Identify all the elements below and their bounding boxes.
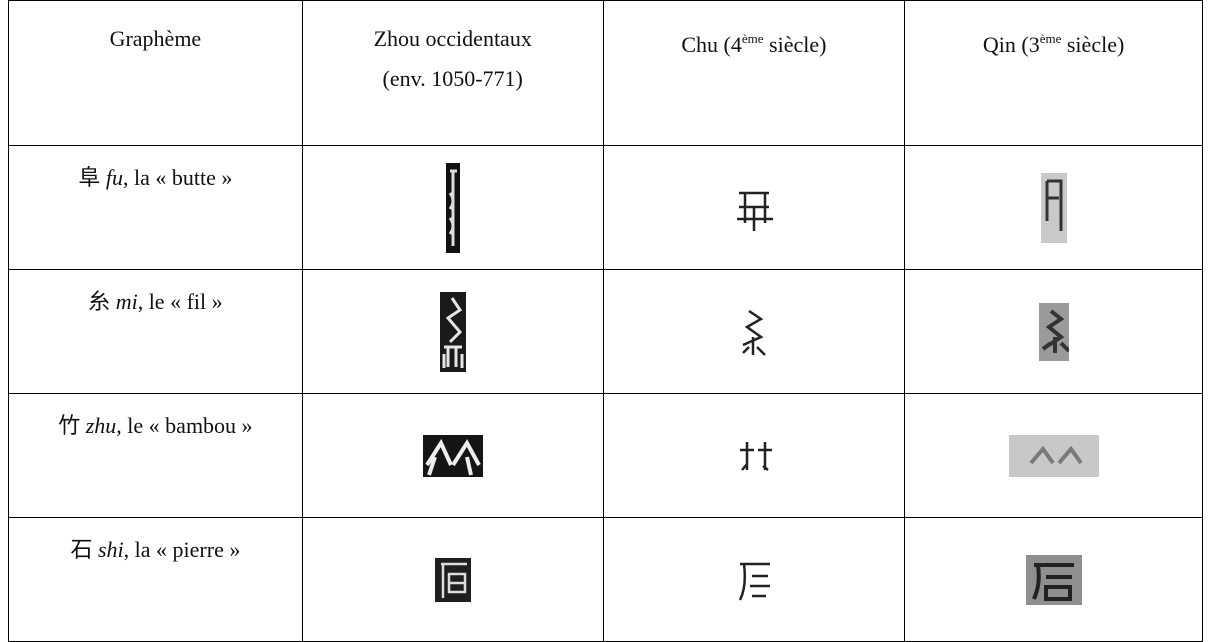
glyph-image bbox=[439, 291, 466, 372]
glyph-cell bbox=[301, 269, 604, 394]
header-cell: Qin (3ème siècle) bbox=[904, 0, 1203, 146]
header-text: siècle) bbox=[1061, 32, 1125, 57]
glyph-cell bbox=[602, 145, 906, 270]
graph-cell: 石 shi, la « pierre » bbox=[8, 517, 303, 642]
glyph-cell bbox=[301, 517, 604, 642]
glyph-image bbox=[1040, 172, 1067, 243]
glyph-cell bbox=[301, 145, 604, 270]
graph-cell: 竹 zhu, le « bambou » bbox=[8, 393, 303, 518]
hanzi: 糸 bbox=[88, 289, 111, 314]
header-text: Graphème bbox=[109, 26, 202, 51]
gloss: , le « fil » bbox=[137, 289, 223, 314]
glyph-cell bbox=[904, 393, 1203, 518]
header-text: siècle) bbox=[763, 32, 827, 57]
glyph-cell bbox=[602, 517, 906, 642]
glyph-cell bbox=[904, 517, 1203, 642]
glyph-cell bbox=[904, 145, 1203, 270]
graph-cell: 阜 fu, la « butte » bbox=[8, 145, 303, 270]
page: Graphème Zhou occidentaux (env. 1050-771) C… bbox=[8, 0, 1203, 642]
glyph-cell bbox=[904, 269, 1203, 394]
header-row: Graphème Zhou occidentaux (env. 1050-771) C… bbox=[8, 0, 1203, 146]
romanization: mi bbox=[115, 289, 138, 314]
romanization: shi bbox=[97, 537, 124, 562]
table-row: 石 shi, la « pierre » bbox=[8, 517, 1203, 642]
header-text: (env. 1050-771) bbox=[382, 66, 523, 91]
header-cell: Zhou occidentaux (env. 1050-771) bbox=[301, 0, 604, 146]
glyph-cell bbox=[602, 269, 906, 394]
hanzi: 竹 bbox=[58, 413, 81, 438]
hanzi: 阜 bbox=[78, 165, 101, 190]
gloss: , la « butte » bbox=[123, 165, 233, 190]
glyph-cell bbox=[602, 393, 906, 518]
glyph-image bbox=[742, 309, 766, 356]
glyph-image bbox=[1008, 434, 1099, 477]
header-text: Qin (3 bbox=[982, 32, 1040, 57]
glyph-image bbox=[736, 191, 773, 231]
header-cell: Graphème bbox=[8, 0, 303, 146]
hanzi: 石 bbox=[70, 537, 93, 562]
gloss: , la « pierre » bbox=[123, 537, 241, 562]
superscript: ème bbox=[741, 31, 764, 46]
script-table: Graphème Zhou occidentaux (env. 1050-771) C… bbox=[8, 0, 1203, 642]
glyph-cell bbox=[301, 393, 604, 518]
gloss: , le « bambou » bbox=[116, 413, 253, 438]
header-cell: Chu (4ème siècle) bbox=[602, 0, 906, 146]
romanization: fu bbox=[105, 165, 124, 190]
glyph-image bbox=[1025, 554, 1082, 605]
glyph-image bbox=[422, 434, 483, 477]
glyph-image bbox=[445, 162, 460, 253]
glyph-image bbox=[434, 557, 471, 602]
header-text: Chu (4 bbox=[681, 32, 742, 57]
glyph-image bbox=[739, 441, 772, 471]
table-row: 竹 zhu, le « bambou » bbox=[8, 393, 1203, 518]
superscript: ème bbox=[1039, 31, 1062, 46]
table-row: 阜 fu, la « butte » bbox=[8, 145, 1203, 270]
graph-cell: 糸 mi, le « fil » bbox=[8, 269, 303, 394]
table-row: 糸 mi, le « fil » bbox=[8, 269, 1203, 394]
glyph-image bbox=[738, 562, 770, 601]
header-text: Zhou occidentaux bbox=[373, 26, 532, 51]
romanization: zhu bbox=[85, 413, 117, 438]
glyph-image bbox=[1038, 302, 1069, 361]
